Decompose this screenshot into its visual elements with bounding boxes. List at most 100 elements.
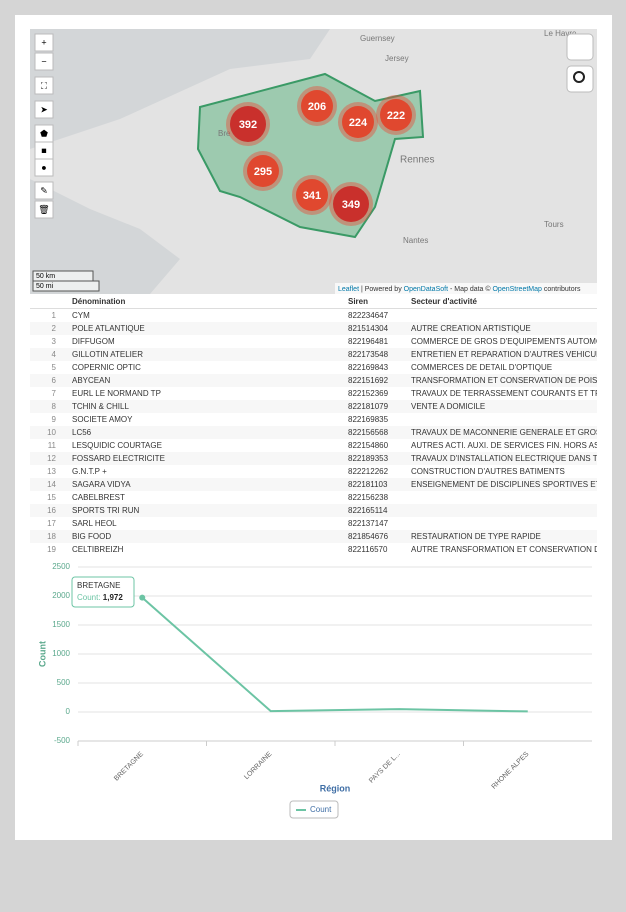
land bbox=[30, 29, 597, 294]
control-icon: 🗑 bbox=[38, 204, 49, 214]
control-icon: ⬟ bbox=[40, 128, 48, 138]
table-row[interactable]: 1 CYM 822234647 bbox=[30, 309, 597, 323]
table-row[interactable]: 3 DIFFUGOM 822196481 COMMERCE DE GROS D'EQU… bbox=[30, 335, 597, 348]
header-row: Dénomination Siren Secteur d'activité bbox=[30, 294, 597, 309]
table-row[interactable]: 6 ABYCEAN 822151692 TRANSFORMATION ET CONSE… bbox=[30, 374, 597, 387]
sector-cell bbox=[409, 491, 597, 504]
header-cell bbox=[30, 294, 70, 309]
attribution-part[interactable]: Leaflet bbox=[338, 286, 359, 293]
name-cell: FOSSARD ELECTRICITE bbox=[70, 452, 346, 465]
header-cell[interactable]: Secteur d'activité bbox=[409, 294, 597, 309]
table-row[interactable]: 11 LESQUIDIC COURTAGE 822154860 AUTRES ACTI… bbox=[30, 439, 597, 452]
row-number: 7 bbox=[51, 389, 56, 398]
sector-cell bbox=[409, 309, 597, 323]
control-icon: ✎ bbox=[40, 185, 48, 195]
table-grid: Dénomination Siren Secteur d'activité 1 CYM 8… bbox=[30, 294, 597, 556]
map-control[interactable] bbox=[34, 158, 54, 177]
row-number: 9 bbox=[51, 415, 56, 424]
cluster-core[interactable] bbox=[333, 186, 369, 222]
siren-cell: 822156238 bbox=[348, 493, 389, 502]
y-tick-label: 2500 bbox=[52, 562, 70, 571]
cluster-core[interactable] bbox=[296, 179, 328, 211]
map-control[interactable] bbox=[34, 33, 54, 52]
cluster-count: 224 bbox=[349, 117, 368, 129]
name-cell: DIFFUGOM bbox=[72, 337, 115, 346]
cluster-core[interactable] bbox=[342, 106, 374, 138]
sector-cell: TRAVAUX DE TERRASSEMENT COURANTS ET TRAV… bbox=[411, 389, 597, 398]
table-row[interactable]: 16 SPORTS TRI RUN 822165114 bbox=[30, 504, 597, 517]
scale-label: 50 km bbox=[36, 273, 55, 280]
control-icon: + bbox=[41, 37, 46, 47]
table-row[interactable]: 13 G.N.T.P + 822212262 CONSTRUCTION D'AUTRE… bbox=[30, 465, 597, 478]
sector-cell: ENSEIGNEMENT DE DISCIPLINES SPORTIVES ET… bbox=[409, 478, 597, 491]
table-row[interactable]: 10 LC56 822156568 TRAVAUX DE MACONNERIE GEN… bbox=[30, 426, 597, 439]
map-control[interactable] bbox=[34, 200, 54, 219]
cluster-core[interactable] bbox=[230, 106, 266, 142]
sector-cell bbox=[409, 517, 597, 530]
cluster-count: 341 bbox=[303, 190, 321, 202]
y-tick-label: 0 bbox=[66, 707, 71, 716]
place-label: Rennes bbox=[400, 155, 434, 166]
name-cell: TCHIN & CHILL bbox=[70, 400, 346, 413]
map-control[interactable] bbox=[34, 76, 54, 95]
map-control[interactable] bbox=[34, 181, 54, 200]
table-row[interactable]: 18 BIG FOOD 821854676 RESTAURATION DE TYPE … bbox=[30, 530, 597, 543]
table-row[interactable]: 7 EURL LE NORMAND TP 822152369 TRAVAUX DE T… bbox=[30, 387, 597, 400]
siren-cell: 822181103 bbox=[346, 478, 409, 491]
table-row[interactable]: 4 GILLOTIN ATELIER 822173548 ENTRETIEN ET R… bbox=[30, 348, 597, 361]
map-control[interactable] bbox=[34, 100, 54, 119]
siren-cell: 822165114 bbox=[346, 504, 409, 517]
layers-button[interactable] bbox=[566, 33, 594, 61]
x-tick-label: LORRAINE bbox=[243, 751, 273, 781]
tooltip-body: Count: 1,972 bbox=[77, 593, 123, 602]
place-label: Jersey bbox=[385, 54, 409, 63]
legend-box[interactable] bbox=[289, 800, 339, 819]
map-control[interactable] bbox=[34, 52, 54, 71]
name-cell: COPERNIC OPTIC bbox=[72, 363, 141, 372]
siren-cell: 822173548 bbox=[346, 348, 409, 361]
name-cell: CABELBREST bbox=[72, 493, 125, 502]
siren-cell: 822156568 bbox=[346, 426, 409, 439]
table-row[interactable]: 15 CABELBREST 822156238 bbox=[30, 491, 597, 504]
name-cell: SAGARA VIDYA bbox=[70, 478, 346, 491]
table-row[interactable]: 12 FOSSARD ELECTRICITE 822189353 TRAVAUX D'… bbox=[30, 452, 597, 465]
cluster-count: 295 bbox=[254, 166, 272, 178]
table-row[interactable]: 8 TCHIN & CHILL 822181079 VENTE A DOMICILE bbox=[30, 400, 597, 413]
cluster-core[interactable] bbox=[301, 90, 333, 122]
table-row[interactable]: 14 SAGARA VIDYA 822181103 ENSEIGNEMENT DE D… bbox=[30, 478, 597, 491]
tooltip-value: 1,972 bbox=[103, 593, 124, 602]
point[interactable] bbox=[139, 594, 146, 601]
y-tick-label: 1000 bbox=[52, 649, 70, 658]
header-cell: Siren bbox=[346, 294, 409, 309]
name-cell: BIG FOOD bbox=[70, 530, 346, 543]
search-icon bbox=[573, 71, 585, 83]
attribution-part[interactable]: OpenDataSoft bbox=[402, 286, 448, 293]
cluster-core[interactable] bbox=[380, 99, 412, 131]
table-row[interactable]: 19 CELTIBREIZH 822116570 AUTRE TRANSFORMATI… bbox=[30, 543, 597, 556]
table-row[interactable]: 5 COPERNIC OPTIC 822169843 COMMERCES DE DET… bbox=[30, 361, 597, 374]
siren-cell: 822234647 bbox=[348, 311, 389, 320]
map[interactable]: Guernsey Jersey Le Havre Rennes Nantes Tours B… bbox=[30, 29, 597, 294]
name-cell: ABYCEAN bbox=[70, 374, 346, 387]
table-row[interactable]: 17 SARL HEOL 822137147 bbox=[30, 517, 597, 530]
search-button[interactable] bbox=[566, 65, 594, 93]
siren-cell: 821514304 bbox=[346, 322, 409, 335]
table: Dénomination Siren Secteur d'activité 1 CYM 8… bbox=[30, 294, 597, 556]
tooltip bbox=[71, 576, 135, 608]
y-axis-title: Count bbox=[37, 641, 47, 667]
sector-cell: AUTRE TRANSFORMATION ET CONSERVATION DE … bbox=[411, 545, 597, 554]
chart: -500 0 500 1000 1500 2000 2500 BRETAGNE LORRAINE… bbox=[37, 562, 592, 819]
control-icon: ➤ bbox=[40, 104, 48, 114]
row-number: 2 bbox=[30, 322, 70, 335]
row-number: 17 bbox=[47, 519, 56, 528]
cluster-core[interactable] bbox=[247, 155, 279, 187]
attribution-part[interactable]: OpenStreetMap bbox=[491, 286, 542, 293]
row-number: 1 bbox=[51, 311, 56, 320]
table-row[interactable]: 2 POLE ATLANTIQUE 821514304 AUTRE CREATION … bbox=[30, 322, 597, 335]
table-row[interactable]: 9 SOCIETE AMOY 822169835 bbox=[30, 413, 597, 426]
x-tick-label: BRETAGNE bbox=[113, 751, 145, 783]
siren-cell: 822189353 bbox=[346, 452, 409, 465]
sector-cell bbox=[409, 413, 597, 426]
row-number: 4 bbox=[30, 348, 70, 361]
